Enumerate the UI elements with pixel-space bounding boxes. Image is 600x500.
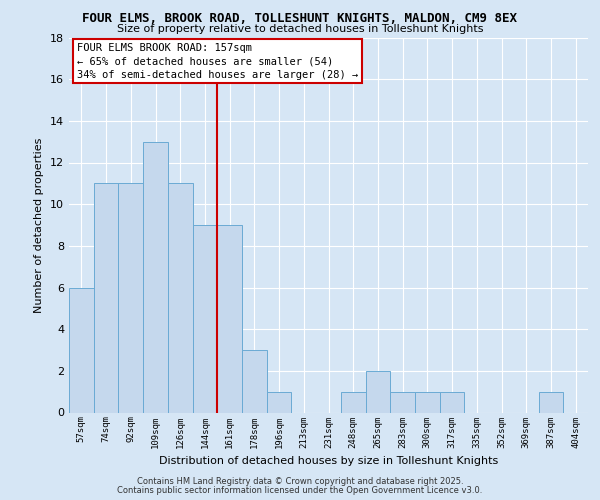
Bar [341,392,365,412]
Bar [69,288,94,412]
X-axis label: Distribution of detached houses by size in Tolleshunt Knights: Distribution of detached houses by size … [159,456,498,466]
Bar [415,392,440,412]
Y-axis label: Number of detached properties: Number of detached properties [34,138,44,312]
Bar [217,225,242,412]
Bar [267,392,292,412]
Bar [390,392,415,412]
Bar [539,392,563,412]
Text: Contains public sector information licensed under the Open Government Licence v3: Contains public sector information licen… [118,486,482,495]
Bar [193,225,217,412]
Text: Contains HM Land Registry data © Crown copyright and database right 2025.: Contains HM Land Registry data © Crown c… [137,477,463,486]
Bar [118,184,143,412]
Bar [143,142,168,412]
Text: FOUR ELMS, BROOK ROAD, TOLLESHUNT KNIGHTS, MALDON, CM9 8EX: FOUR ELMS, BROOK ROAD, TOLLESHUNT KNIGHT… [83,12,517,26]
Bar [168,184,193,412]
Text: FOUR ELMS BROOK ROAD: 157sqm
← 65% of detached houses are smaller (54)
34% of se: FOUR ELMS BROOK ROAD: 157sqm ← 65% of de… [77,43,358,80]
Bar [365,371,390,412]
Bar [94,184,118,412]
Text: Size of property relative to detached houses in Tolleshunt Knights: Size of property relative to detached ho… [117,24,483,34]
Bar [242,350,267,412]
Bar [440,392,464,412]
